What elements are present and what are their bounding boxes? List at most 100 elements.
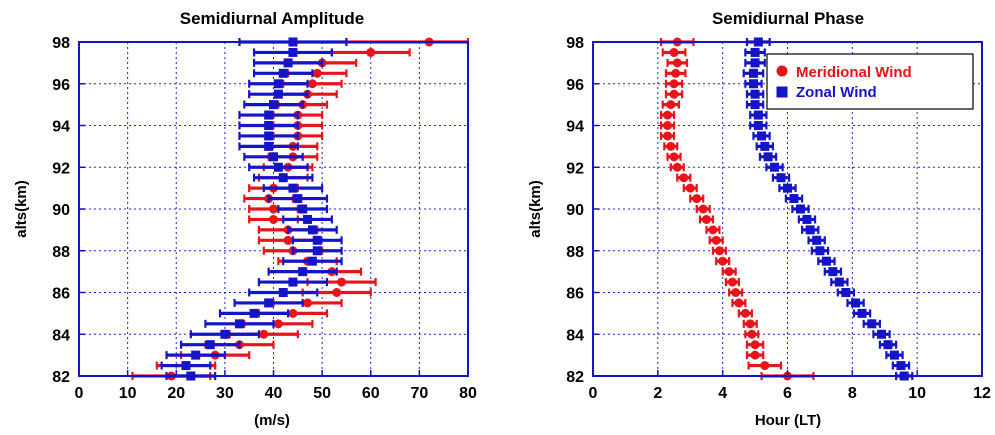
phase-zonal-point xyxy=(896,361,906,371)
phase-x-tick-label: 12 xyxy=(973,385,991,402)
phase-x-tick-label: 2 xyxy=(653,385,662,402)
legend-box xyxy=(766,53,974,110)
phase-zonal-point xyxy=(750,47,760,57)
amplitude-y-tick-label: 84 xyxy=(52,327,70,344)
phase-zonal-point xyxy=(867,319,877,329)
phase-meridional-point xyxy=(750,340,760,350)
phase-zonal-point xyxy=(883,340,893,350)
amplitude-zonal-point xyxy=(288,277,298,287)
amplitude-x-tick-label: 80 xyxy=(459,385,477,402)
phase-zonal-point xyxy=(841,288,851,297)
phase-y-axis-label: alts(km) xyxy=(527,180,544,238)
amplitude-zonal-point xyxy=(269,152,278,162)
phase-zonal-point xyxy=(783,183,792,193)
phase-zonal-point xyxy=(789,194,799,204)
phase-y-tick-label: 96 xyxy=(566,77,584,94)
amplitude-y-tick-label: 88 xyxy=(52,244,70,261)
phase-meridional-point xyxy=(663,110,673,120)
amplitude-zonal-point xyxy=(298,267,308,277)
amplitude-x-tick-label: 60 xyxy=(362,385,380,402)
phase-zonal-point xyxy=(812,235,822,245)
phase-zonal-point xyxy=(748,79,758,89)
phase-meridional-point xyxy=(724,267,734,277)
phase-y-tick-label: 86 xyxy=(566,286,584,303)
phase-meridional-point xyxy=(685,183,695,193)
amplitude-y-tick-label: 96 xyxy=(52,77,70,94)
phase-zonal-point xyxy=(770,162,780,172)
phase-zonal-point xyxy=(815,246,825,256)
amplitude-meridional-point xyxy=(283,235,293,245)
phase-x-tick-label: 10 xyxy=(908,385,926,402)
amplitude-zonal-point xyxy=(278,288,288,297)
phase-meridional-point xyxy=(666,141,676,151)
amplitude-meridional-point xyxy=(337,277,347,287)
phase-zonal-point xyxy=(795,204,805,214)
phase-legend: Meridional Wind Zonal Wind xyxy=(766,53,974,110)
amplitude-meridional-point xyxy=(259,329,269,339)
phase-zonal-point xyxy=(757,131,767,141)
phase-zonal-point xyxy=(748,68,758,78)
amplitude-zonal-point xyxy=(234,319,244,329)
phase-meridional-point xyxy=(679,173,689,183)
amplitude-zonal-point xyxy=(249,308,259,318)
phase-zonal-point xyxy=(753,121,763,130)
phase-y-tick-label: 88 xyxy=(566,244,584,261)
phase-meridional-point xyxy=(701,214,711,224)
phase-x-tick-label: 0 xyxy=(589,385,598,402)
amplitude-zonal-point xyxy=(303,214,313,224)
amplitude-zonal-point xyxy=(307,256,317,266)
phase-meridional-point xyxy=(669,79,679,89)
amplitude-zonal-point xyxy=(273,89,283,99)
amplitude-zonal-point xyxy=(288,183,298,193)
phase-zonal-point xyxy=(760,141,770,151)
phase-zonal-point xyxy=(889,350,899,360)
amplitude-zonal-point xyxy=(264,298,274,308)
phase-meridional-point xyxy=(672,162,682,172)
amplitude-zonal-point xyxy=(269,100,278,110)
amplitude-zonal-point xyxy=(283,58,293,68)
phase-meridional-point xyxy=(672,58,682,68)
phase-zonal-point xyxy=(750,58,760,68)
amplitude-zonal-point xyxy=(220,329,230,339)
phase-x-tick-label: 6 xyxy=(783,385,792,402)
phase-y-tick-label: 84 xyxy=(566,327,584,344)
phase-meridional-point xyxy=(734,298,744,308)
amplitude-zonal-point xyxy=(264,131,274,141)
phase-y-tick-label: 94 xyxy=(566,119,584,136)
phase-zonal-point xyxy=(750,89,760,99)
legend-zonal-label: Zonal Wind xyxy=(796,84,877,101)
phase-meridional-point xyxy=(671,68,681,78)
amplitude-chart-title: Semidiurnal Amplitude xyxy=(180,9,365,28)
amplitude-zonal-point xyxy=(191,350,201,360)
amplitude-y-tick-label: 94 xyxy=(52,119,70,136)
phase-meridional-point xyxy=(711,235,721,245)
phase-zonal-point xyxy=(750,100,760,110)
legend-zonal-marker xyxy=(776,86,788,98)
amplitude-meridional-point xyxy=(269,214,278,224)
phase-zonal-point xyxy=(851,298,861,308)
phase-zonal-point xyxy=(753,110,763,120)
phase-y-tick-label: 90 xyxy=(566,202,584,219)
amplitude-zonal-point xyxy=(312,246,322,256)
phase-zonal-point xyxy=(821,256,831,266)
phase-meridional-point xyxy=(760,361,770,371)
amplitude-zonal-point xyxy=(264,110,274,120)
amplitude-y-tick-label: 82 xyxy=(52,369,70,386)
amplitude-meridional-point xyxy=(312,68,322,78)
phase-meridional-point xyxy=(727,277,737,287)
phase-meridional-point xyxy=(718,256,728,266)
amplitude-zonal-point xyxy=(205,340,215,350)
phase-meridional-point xyxy=(663,131,673,141)
amplitude-meridional-point xyxy=(288,308,298,318)
phase-meridional-point xyxy=(669,89,679,99)
amplitude-zonal-point xyxy=(278,173,288,183)
amplitude-zonal-point xyxy=(288,47,298,57)
amplitude-zonal-point xyxy=(278,68,288,78)
amplitude-x-tick-label: 50 xyxy=(313,385,331,402)
phase-zonal-point xyxy=(877,329,887,339)
phase-zonal-point xyxy=(776,173,786,183)
phase-meridional-point xyxy=(669,152,679,162)
phase-x-tick-label: 8 xyxy=(848,385,857,402)
